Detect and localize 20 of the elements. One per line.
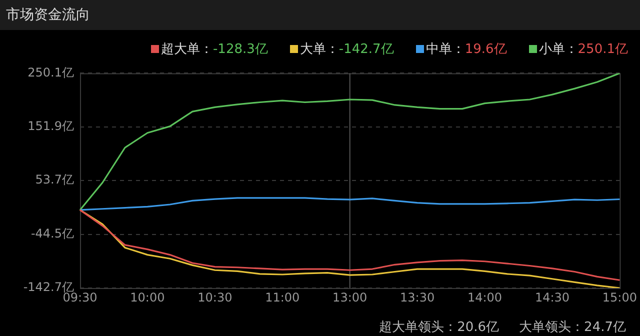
text: -142.7亿 — [338, 42, 394, 57]
x-tick-label: 15:00 — [602, 290, 638, 304]
x-tick-label: 14:00 — [467, 290, 502, 304]
x-tick-label: 14:30 — [534, 290, 570, 304]
y-tick-label: 53.7亿 — [35, 172, 74, 187]
y-tick-label: -44.5亿 — [30, 226, 74, 240]
x-tick-label: 11:00 — [265, 290, 300, 304]
chart-title: 市场资金流向 — [0, 0, 640, 30]
text: 超大单领头：20.6亿 — [379, 319, 500, 336]
text: 250.1亿 — [578, 42, 628, 57]
text: 大单领头：24.7亿 — [519, 319, 626, 336]
y-tick-label: -142.7亿 — [23, 280, 74, 294]
y-tick-label: 250.1亿 — [28, 65, 74, 80]
x-tick-label: 10:00 — [130, 290, 165, 304]
x-tick-label: 13:30 — [400, 290, 435, 304]
y-tick-label: 151.9亿 — [28, 119, 74, 134]
x-tick-label: 10:30 — [198, 290, 232, 304]
text: 19.6亿 — [464, 42, 507, 57]
x-tick-label: 13:00 — [332, 290, 368, 304]
text: -128.3亿 — [212, 42, 268, 57]
